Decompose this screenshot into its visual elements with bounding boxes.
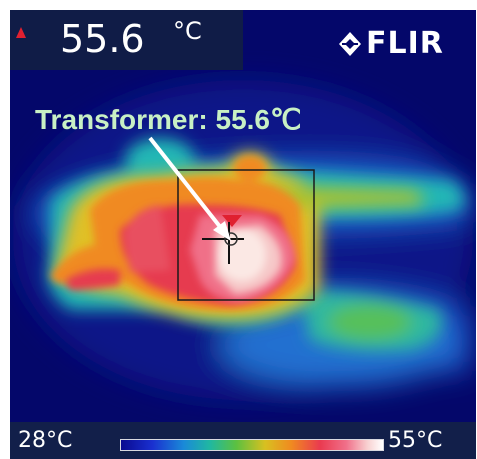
- scale-max-label: 55°C: [388, 428, 443, 453]
- thermal-image-screen: 55.6 °C FLIR Transformer: 55.6℃ 28°C 55°…: [10, 10, 476, 459]
- annotation-label: Transformer: 55.6℃: [35, 104, 302, 135]
- temperature-scale-bar: 28°C 55°C: [10, 422, 476, 459]
- brand-logo: FLIR: [338, 26, 444, 61]
- arrow-icon: [148, 136, 231, 241]
- triangle-up-icon: [16, 27, 26, 38]
- thermal-image: [13, 80, 473, 400]
- spot-temperature-value: 55.6: [60, 17, 145, 61]
- scale-min-label: 28°C: [18, 428, 73, 453]
- spot-temperature-unit: °C: [173, 17, 202, 45]
- flir-logo-icon: [339, 31, 361, 56]
- crosshair-icon: [202, 222, 244, 264]
- spot-temperature-panel: 55.6 °C: [10, 10, 243, 70]
- hotspot-marker-icon: [222, 215, 242, 227]
- measurement-box: [177, 169, 315, 301]
- brand-name: FLIR: [366, 26, 444, 61]
- color-palette-gradient: [120, 439, 384, 451]
